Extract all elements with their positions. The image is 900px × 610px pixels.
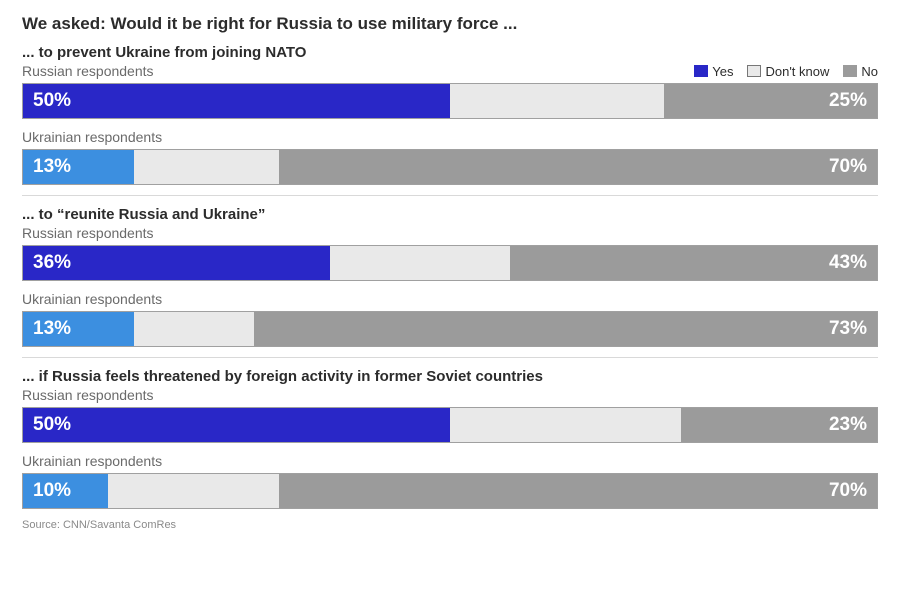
legend-label: Don't know bbox=[765, 64, 829, 79]
respondent-label: Ukrainian respondents bbox=[22, 291, 162, 307]
legend-swatch bbox=[694, 65, 708, 77]
row-header: Ukrainian respondents bbox=[22, 129, 878, 145]
stacked-bar: 36% 43% bbox=[22, 245, 878, 281]
bar-segment-no: 70% bbox=[279, 150, 877, 184]
sub-question: ... if Russia feels threatened by foreig… bbox=[22, 368, 878, 385]
respondent-label: Ukrainian respondents bbox=[22, 453, 162, 469]
bar-segment-dk bbox=[450, 408, 681, 442]
bar-segment-yes: 10% bbox=[23, 474, 108, 508]
row-header: Russian respondents bbox=[22, 225, 878, 241]
source-line: Source: CNN/Savanta ComRes bbox=[22, 519, 878, 531]
bar-segment-no: 25% bbox=[664, 84, 878, 118]
sub-question: ... to prevent Ukraine from joining NATO bbox=[22, 44, 878, 61]
bar-segment-no: 43% bbox=[510, 246, 877, 280]
bar-segment-dk bbox=[108, 474, 279, 508]
bar-segment-no: 73% bbox=[254, 312, 877, 346]
legend-label: Yes bbox=[712, 64, 733, 79]
stacked-bar: 50% 23% bbox=[22, 407, 878, 443]
stacked-bar: 50% 25% bbox=[22, 83, 878, 119]
legend-swatch bbox=[843, 65, 857, 77]
bar-segment-no: 23% bbox=[681, 408, 877, 442]
legend-label: No bbox=[861, 64, 878, 79]
respondent-label: Russian respondents bbox=[22, 225, 154, 241]
bar-segment-yes: 50% bbox=[23, 84, 450, 118]
row-header: Ukrainian respondents bbox=[22, 291, 878, 307]
section-divider bbox=[22, 195, 878, 196]
row-header: Ukrainian respondents bbox=[22, 453, 878, 469]
bar-segment-yes: 13% bbox=[23, 312, 134, 346]
bar-segment-yes: 13% bbox=[23, 150, 134, 184]
chart-title: We asked: Would it be right for Russia t… bbox=[22, 14, 878, 34]
bar-segment-yes: 50% bbox=[23, 408, 450, 442]
respondent-label: Ukrainian respondents bbox=[22, 129, 162, 145]
respondent-label: Russian respondents bbox=[22, 63, 154, 79]
bar-segment-dk bbox=[134, 312, 254, 346]
question-section: ... to “reunite Russia and Ukraine” Russi… bbox=[22, 206, 878, 347]
bar-segment-no: 70% bbox=[279, 474, 877, 508]
legend-swatch bbox=[747, 65, 761, 77]
stacked-bar: 13% 73% bbox=[22, 311, 878, 347]
legend-item: Yes bbox=[694, 64, 733, 79]
row-header: Russian respondents bbox=[22, 387, 878, 403]
bar-segment-yes: 36% bbox=[23, 246, 330, 280]
bar-segment-dk bbox=[134, 150, 279, 184]
stacked-bar: 13% 70% bbox=[22, 149, 878, 185]
section-divider bbox=[22, 357, 878, 358]
bar-segment-dk bbox=[450, 84, 664, 118]
legend-item: No bbox=[843, 64, 878, 79]
chart-body: ... to prevent Ukraine from joining NATO… bbox=[22, 44, 878, 509]
row-header: Russian respondents Yes Don't know No bbox=[22, 63, 878, 79]
bar-segment-dk bbox=[330, 246, 509, 280]
respondent-label: Russian respondents bbox=[22, 387, 154, 403]
question-section: ... to prevent Ukraine from joining NATO… bbox=[22, 44, 878, 185]
legend-item: Don't know bbox=[747, 64, 829, 79]
question-section: ... if Russia feels threatened by foreig… bbox=[22, 368, 878, 509]
sub-question: ... to “reunite Russia and Ukraine” bbox=[22, 206, 878, 223]
stacked-bar: 10% 70% bbox=[22, 473, 878, 509]
legend: Yes Don't know No bbox=[694, 64, 878, 79]
